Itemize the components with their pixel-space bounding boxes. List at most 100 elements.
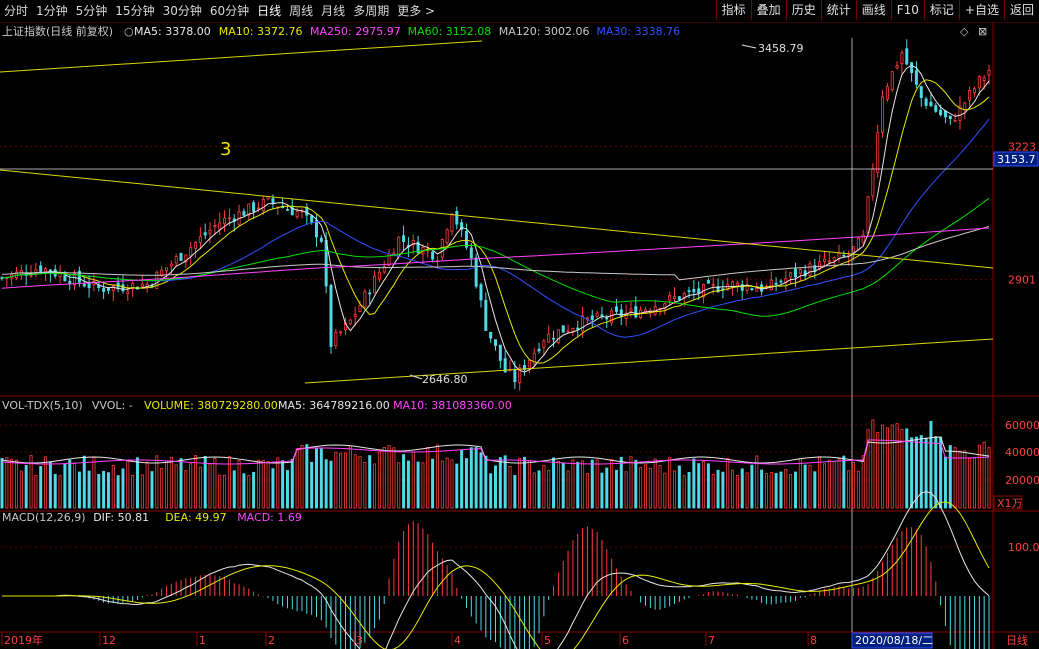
period-tab-4[interactable]: 30分钟 — [162, 4, 202, 18]
vol-bar-168 — [813, 471, 817, 509]
toolbar-button-5[interactable]: F10 — [890, 0, 924, 20]
vol-bar-85 — [411, 451, 415, 509]
vol-bar-50 — [242, 473, 246, 509]
vol-bar-158 — [764, 473, 768, 509]
vol-bar-58 — [281, 460, 285, 509]
vol-bar-78 — [377, 451, 381, 509]
period-tab-3[interactable]: 15分钟 — [115, 4, 155, 18]
vol-bar-45 — [218, 474, 222, 509]
candle-body-13 — [63, 275, 67, 282]
vol-bar-140 — [677, 465, 681, 509]
candle-body-26 — [126, 291, 130, 295]
candle-body-54 — [261, 198, 265, 211]
period-tab-5[interactable]: 60分钟 — [209, 4, 250, 18]
vol-legend-0: VOL-TDX(5,10) — [2, 399, 83, 412]
candle-body-52 — [252, 202, 256, 212]
vol-bar-84 — [406, 460, 410, 509]
toolbar-button-4[interactable]: 画线 — [855, 0, 891, 20]
candle-body-18 — [87, 283, 91, 289]
candle-body-200 — [968, 90, 972, 101]
vol-bar-162 — [784, 469, 788, 509]
candle-body-164 — [793, 268, 797, 278]
vol-bar-187 — [905, 428, 909, 509]
candle-body-153 — [740, 284, 744, 291]
toolbar-button-0[interactable]: 指标 — [715, 0, 751, 20]
vol-bar-108 — [523, 456, 527, 509]
vol-bar-32 — [155, 455, 159, 509]
toolbar-button-8[interactable]: 返回 — [1003, 0, 1039, 20]
toolbar-button-2[interactable]: 历史 — [785, 0, 821, 20]
toolbar-button-7[interactable]: +自选 — [958, 0, 1004, 20]
period-tab-9[interactable]: 多周期 — [353, 4, 390, 18]
vol-bar-21 — [102, 470, 106, 509]
x-label-8: 7 — [708, 634, 715, 647]
dif-line — [2, 490, 990, 649]
vol-bar-156 — [755, 455, 759, 509]
candle-body-111 — [537, 348, 541, 352]
vol-bar-131 — [634, 459, 638, 509]
vol-bar-42 — [203, 455, 207, 509]
candle-body-109 — [527, 360, 531, 369]
macd-legend-3: MACD: 1.69 — [237, 511, 302, 524]
candle-body-110 — [532, 352, 536, 365]
vol-bar-199 — [963, 450, 967, 509]
vol-bar-80 — [387, 445, 391, 509]
candle-body-37 — [179, 253, 183, 261]
toolbar-button-3[interactable]: 统计 — [820, 0, 856, 20]
x-label-3: 2 — [268, 634, 275, 647]
vol-bar-129 — [624, 471, 628, 509]
candle-body-107 — [518, 367, 522, 383]
vol-bar-37 — [179, 458, 183, 509]
candle-body-79 — [382, 266, 386, 273]
vol-bar-203 — [982, 441, 986, 509]
macd-panel — [2, 490, 990, 649]
diamond-icon: ◇ — [960, 25, 969, 38]
tool-buttons: 指标 叠加 历史 统计 画线 F10 标记 +自选 返回 — [715, 0, 1039, 22]
vol-bar-195 — [943, 456, 947, 509]
vol-bar-40 — [194, 455, 198, 509]
candle-body-83 — [402, 235, 406, 242]
period-tab-0[interactable]: 分时 — [4, 4, 29, 18]
vol-bar-196 — [948, 445, 952, 509]
vol-bar-0 — [0, 458, 4, 509]
vol-bar-48 — [232, 470, 236, 509]
period-tab-6[interactable]: 日线 — [257, 4, 282, 18]
period-tab-10[interactable]: 更多 > — [397, 4, 436, 18]
vol-bar-101 — [489, 473, 493, 509]
ma-legend-5: MA30: 3338.76 — [596, 25, 680, 38]
main-title: 上证指数(日线 前复权) — [2, 24, 113, 38]
candle-body-67 — [324, 240, 328, 287]
vol-bar-19 — [92, 456, 96, 509]
vol-bar-149 — [721, 471, 725, 509]
vol-bar-191 — [924, 437, 928, 509]
vol-bar-16 — [77, 471, 81, 509]
vol-tick-60000: 60000 — [1005, 419, 1039, 432]
candle-body-116 — [561, 325, 565, 333]
vol-bar-126 — [610, 459, 614, 509]
toolbar-button-6[interactable]: 标记 — [923, 0, 959, 20]
period-tab-2[interactable]: 5分钟 — [75, 4, 108, 18]
vol-bar-36 — [174, 464, 178, 509]
vol-bar-159 — [769, 472, 773, 509]
candle-body-99 — [479, 284, 483, 301]
period-tab-1[interactable]: 1分钟 — [36, 4, 68, 18]
trend-line-down — [0, 169, 994, 269]
vol-ma10-line — [1, 439, 990, 465]
vol-bar-121 — [585, 473, 589, 509]
period-tab-7[interactable]: 周线 — [289, 4, 314, 18]
vol-bar-38 — [184, 470, 188, 509]
toolbar-button-1[interactable]: 叠加 — [750, 0, 786, 20]
candle-body-160 — [774, 282, 778, 285]
vol-bar-30 — [145, 461, 149, 509]
period-tab-8[interactable]: 月线 — [321, 4, 346, 18]
candle-body-112 — [542, 340, 546, 348]
vol-bar-173 — [837, 458, 841, 509]
vol-bar-13 — [63, 463, 67, 509]
current-price: 3153.7 — [997, 153, 1036, 166]
candle-body-125 — [605, 317, 609, 320]
ma-legend-2: MA250: 2975.97 — [310, 25, 401, 38]
candle-body-65 — [314, 220, 318, 238]
vol-bar-177 — [856, 470, 860, 509]
candle-body-167 — [808, 263, 812, 276]
